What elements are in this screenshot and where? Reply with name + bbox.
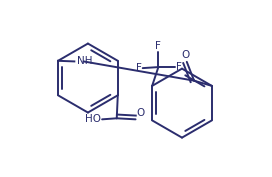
Text: F: F [136,63,142,73]
Text: O: O [182,50,190,60]
Text: O: O [137,108,145,118]
Text: NH: NH [77,56,92,66]
Text: F: F [176,62,182,72]
Text: F: F [156,41,161,51]
Text: HO: HO [85,114,101,124]
